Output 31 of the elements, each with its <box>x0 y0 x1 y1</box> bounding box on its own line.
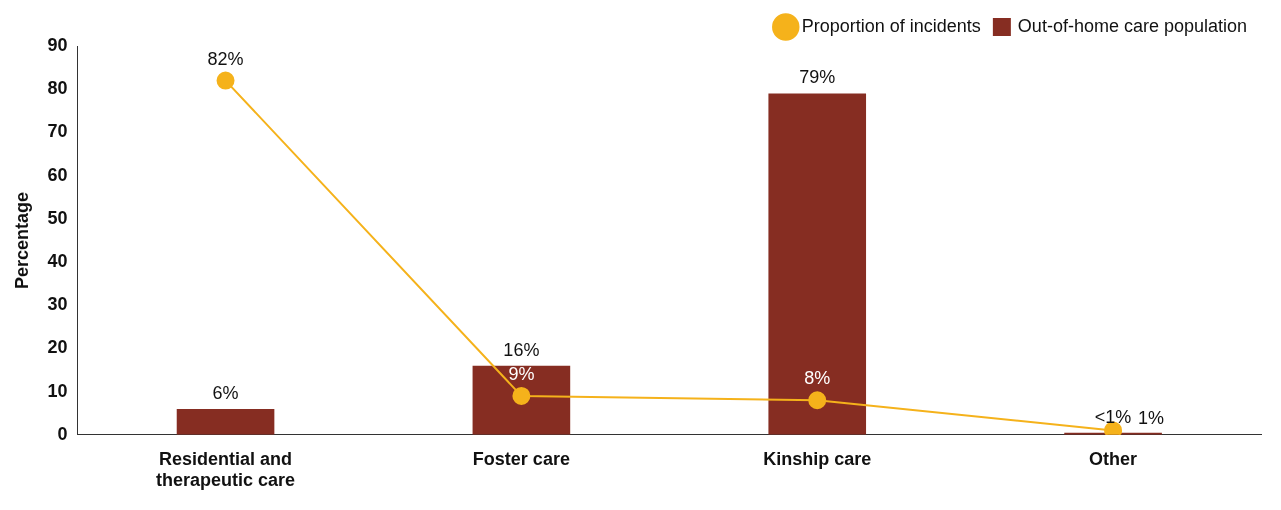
y-tick-label: 10 <box>47 380 68 401</box>
x-tick-label: Residential and therapeutic care <box>156 448 296 491</box>
y-tick-label: 20 <box>47 337 68 358</box>
point <box>216 71 235 90</box>
legend-label: Proportion of incidents <box>801 15 981 36</box>
data-label: 79% <box>799 67 836 88</box>
y-tick-label: 80 <box>47 78 68 99</box>
point <box>808 391 827 410</box>
legend-label: Out-of-home care population <box>1017 15 1248 36</box>
data-label: 8% <box>804 368 831 389</box>
data-label: 82% <box>207 48 244 69</box>
y-tick-label: 70 <box>47 121 68 142</box>
x-tick-label: Foster care <box>472 448 570 469</box>
y-tick-label: 60 <box>47 164 68 185</box>
data-label: <1% <box>1094 406 1132 427</box>
bar <box>472 365 571 435</box>
x-tick-label: Kinship care <box>763 448 872 469</box>
y-tick-label: 0 <box>57 423 68 444</box>
data-label: 9% <box>508 363 535 384</box>
bar <box>176 408 275 435</box>
y-axis-title: Percentage <box>11 191 32 289</box>
x-tick-label: Other <box>1089 448 1138 469</box>
y-tick-label: 90 <box>47 34 68 55</box>
data-label: 16% <box>503 339 540 360</box>
data-label: 1% <box>1138 408 1165 429</box>
y-tick-label: 40 <box>47 250 68 271</box>
bar <box>768 93 867 435</box>
y-tick-label: 30 <box>47 294 68 315</box>
point <box>512 386 531 405</box>
y-tick-label: 50 <box>47 207 68 228</box>
data-label: 6% <box>212 382 239 403</box>
